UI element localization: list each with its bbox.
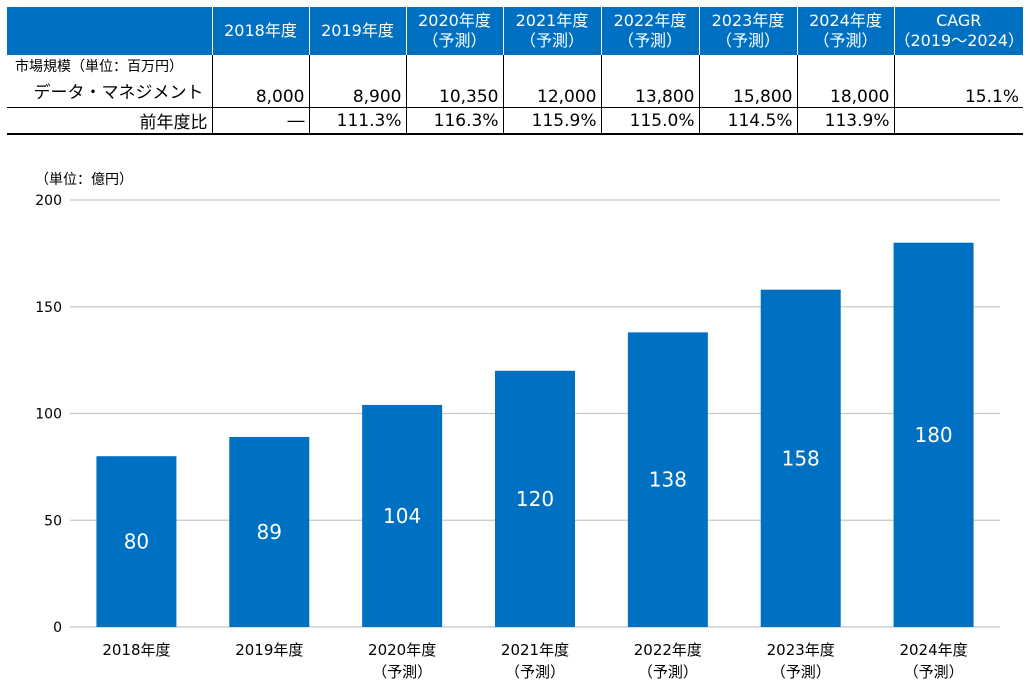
header-corner [7, 7, 212, 55]
x-tick-label: 2023年度 [767, 641, 835, 659]
data-label: 80 [124, 530, 149, 554]
y-tick-label: 100 [35, 407, 62, 423]
x-tick-sublabel: （予測） [372, 663, 432, 681]
y-tick-label: 0 [53, 620, 62, 636]
x-tick-label: 2024年度 [899, 641, 967, 659]
data-label: 138 [649, 468, 687, 492]
row-label-market: 市場規模（単位：百万円） データ・マネジメント [7, 55, 212, 108]
x-tick-sublabel: （予測） [505, 663, 565, 681]
header-cell: 2023年度 （予測） [698, 7, 797, 55]
y-tick-label: 50 [44, 513, 62, 529]
table-cell: ― [211, 107, 309, 135]
data-label: 89 [257, 520, 282, 544]
x-tick-label: 2020年度 [368, 641, 436, 659]
y-tick-label: 150 [35, 300, 62, 316]
header-cell: 2024年度 （予測） [796, 7, 894, 55]
x-tick-label: 2022年度 [634, 641, 702, 659]
table-cell: 111.3% [308, 107, 406, 135]
unit-label: （単位：億円） [35, 172, 133, 188]
table-cell: 10,350 [405, 55, 503, 108]
table-cell: 115.0% [600, 107, 699, 135]
table-cell: 12,000 [502, 55, 601, 108]
table-cell-cagr: 15.1% [893, 55, 1023, 108]
x-tick-sublabel: （予測） [638, 663, 698, 681]
table-cell: 13,800 [600, 55, 699, 108]
x-tick-sublabel: （予測） [904, 663, 964, 681]
header-cell: 2018年度 [211, 7, 309, 55]
x-tick-sublabel: （予測） [771, 663, 831, 681]
table-cell: 116.3% [405, 107, 503, 135]
bar [229, 436, 310, 627]
table-cell: 115.9% [502, 107, 601, 135]
y-tick-label: 200 [35, 193, 62, 209]
data-table: 2018年度 2019年度 2020年度 （予測） 2021年度 （予測） 2022… [7, 7, 1024, 135]
header-cell: 2022年度 （予測） [600, 7, 699, 55]
bar [96, 456, 177, 627]
bar [362, 404, 443, 627]
x-tick-label: 2019年度 [235, 641, 303, 659]
unit-label: 市場規模（単位：百万円） [15, 59, 183, 75]
bar [760, 289, 841, 627]
bar [627, 332, 708, 627]
data-label: 158 [782, 446, 820, 470]
table-cell: 18,000 [796, 55, 894, 108]
row-label-yoy: 前年度比 [7, 107, 212, 135]
table-cell: 114.5% [698, 107, 797, 135]
header-cell-cagr: CAGR （2019～2024） [893, 7, 1024, 55]
table-row-market: 市場規模（単位：百万円） データ・マネジメント 8,000 8,900 10,3… [7, 55, 1023, 108]
bar [495, 370, 575, 627]
header-cell: 2021年度 （予測） [502, 7, 601, 55]
table-row-yoy: 前年度比 ― 111.3% 116.3% 115.9% 115.0% 114.5… [7, 107, 1023, 135]
bar [893, 242, 974, 627]
data-label: 104 [383, 504, 421, 528]
table-cell: 15,800 [698, 55, 797, 108]
x-tick-label: 2018年度 [102, 641, 170, 659]
table-header-row: 2018年度 2019年度 2020年度 （予測） 2021年度 （予測） 2022… [7, 7, 1024, 55]
table-cell [893, 107, 1023, 135]
data-label: 180 [914, 423, 952, 447]
bar-chart: （単位：億円） 0 50 100 150 200 80 2018年度 89 2019年度 104 20… [35, 172, 1000, 681]
table-cell: 113.9% [796, 107, 894, 135]
header-cell: 2020年度 （予測） [405, 7, 503, 55]
x-tick-label: 2021年度 [501, 641, 569, 659]
table-cell: 8,900 [308, 55, 406, 108]
table-cell: 8,000 [211, 55, 309, 108]
header-cell: 2019年度 [308, 7, 406, 55]
market-label: データ・マネジメント [33, 83, 204, 103]
data-label: 120 [516, 487, 554, 511]
